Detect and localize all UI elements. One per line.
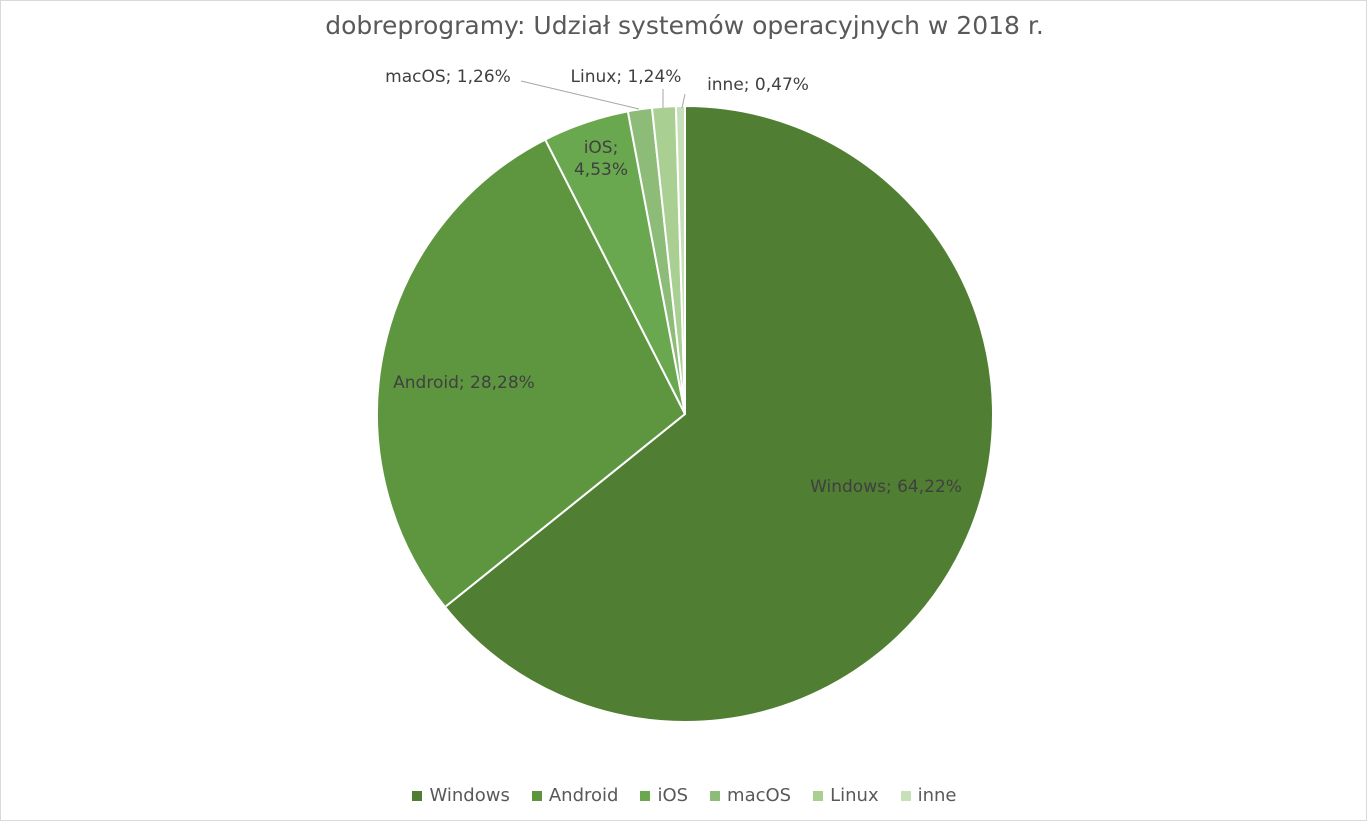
- data-label: macOS; 1,26%: [385, 67, 511, 87]
- chart-title: dobreprogramy: Udział systemów operacyjn…: [325, 11, 1044, 40]
- data-label: inne; 0,47%: [707, 75, 809, 95]
- pie-slice: [376, 138, 687, 609]
- legend-label: Android: [548, 785, 619, 806]
- legend-item: macOS: [710, 785, 791, 806]
- legend-swatch: [900, 790, 911, 801]
- legend-label: iOS: [657, 785, 689, 806]
- legend-swatch: [640, 790, 651, 801]
- legend-item: Android: [531, 785, 619, 806]
- legend-label: macOS: [727, 785, 792, 806]
- legend-swatch: [531, 790, 542, 801]
- legend: Windows Android iOS macOS Linux inne: [1, 785, 1366, 806]
- legend-item: Linux: [813, 785, 879, 806]
- data-label: iOS; 4,53%: [573, 138, 628, 180]
- data-label: Android; 28,28%: [393, 373, 535, 393]
- leader-line: [681, 93, 686, 109]
- legend-item: inne: [900, 785, 957, 806]
- legend-label: Windows: [429, 785, 510, 806]
- leader-line: [520, 80, 640, 110]
- pie-slice: [443, 104, 994, 723]
- legend-swatch: [710, 790, 721, 801]
- legend-swatch: [813, 790, 824, 801]
- legend-label: inne: [917, 785, 957, 806]
- legend-item: iOS: [640, 785, 688, 806]
- data-label: Linux; 1,24%: [570, 67, 682, 87]
- legend-swatch: [412, 790, 423, 801]
- data-label: Windows; 64,22%: [810, 477, 962, 497]
- pie-slice: [674, 104, 686, 415]
- legend-label: Linux: [830, 785, 879, 806]
- legend-item: Windows: [412, 785, 510, 806]
